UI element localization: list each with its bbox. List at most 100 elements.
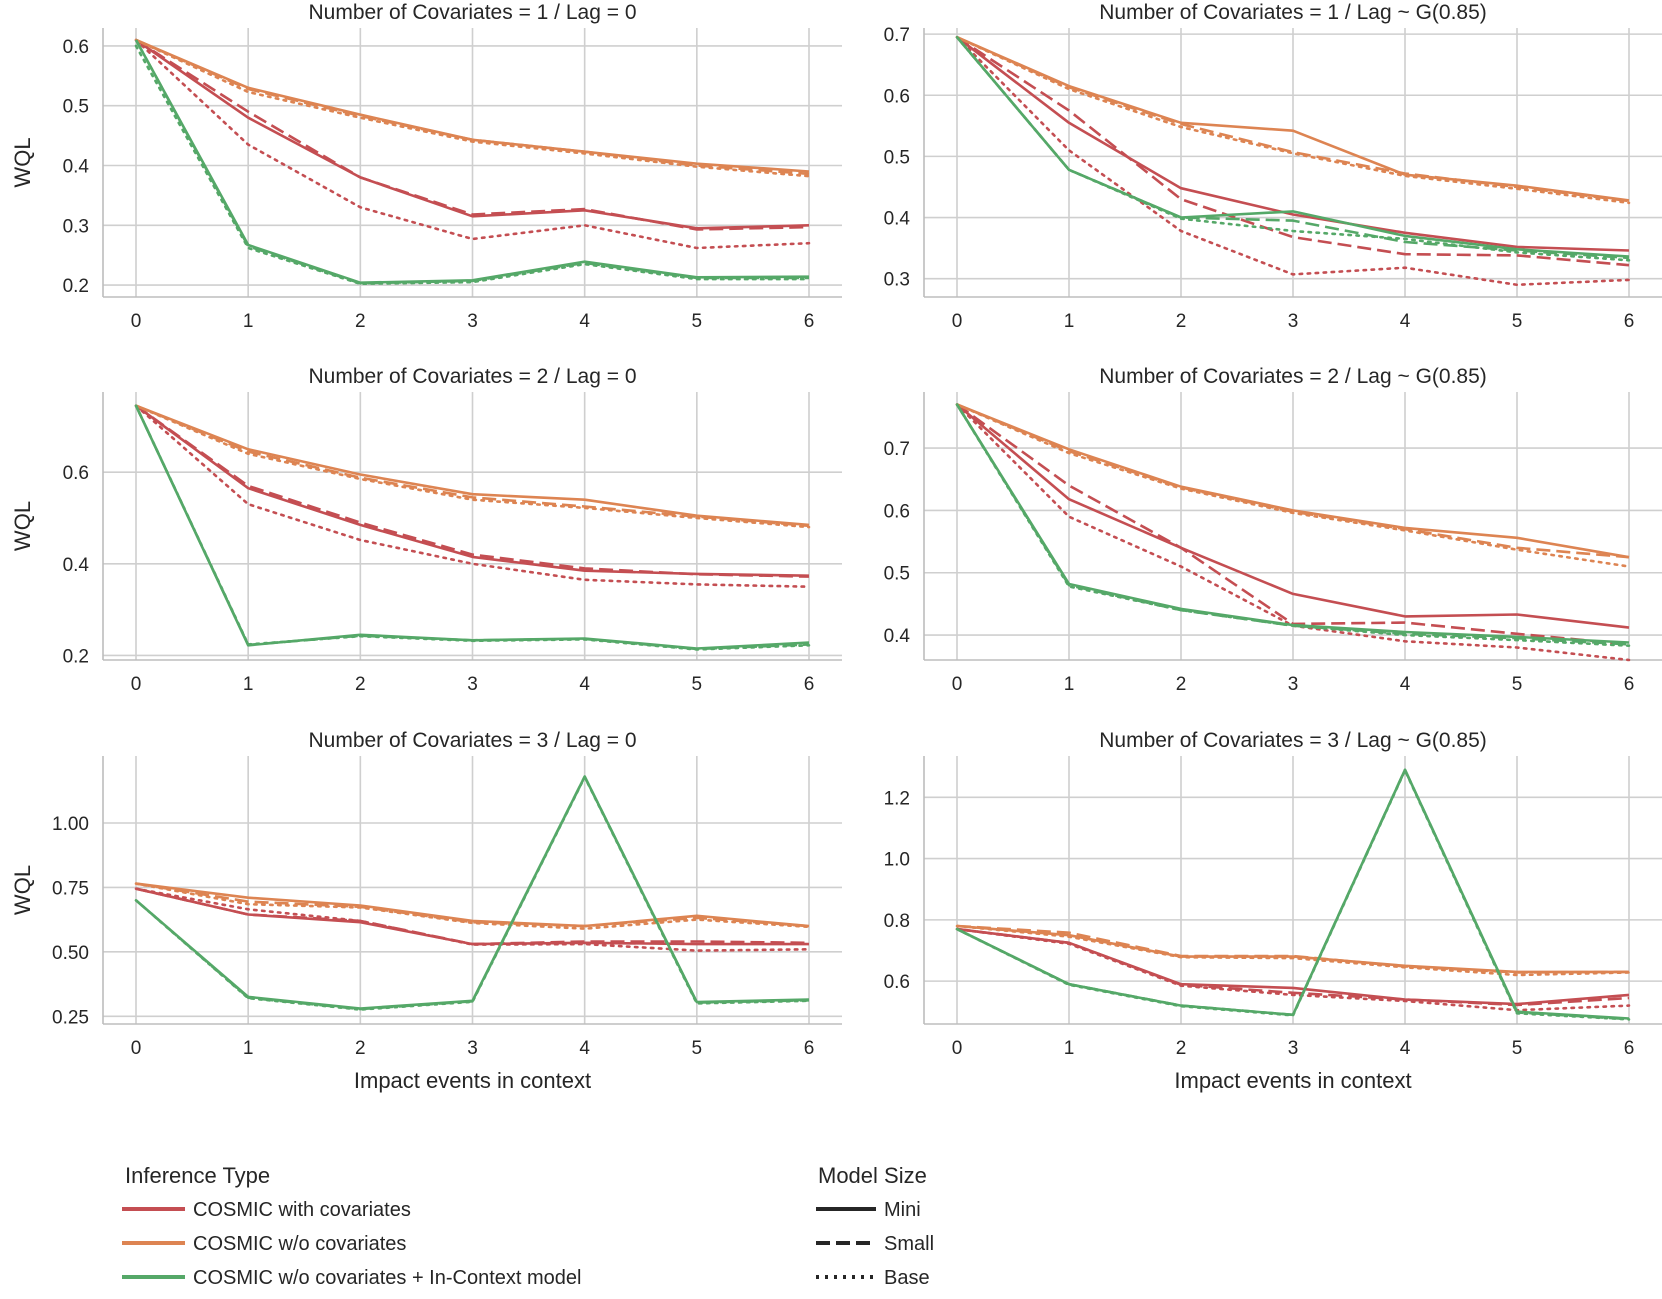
series-line-cosmic-w-o-covariates-in-context-model-base — [955, 769, 1631, 1021]
y-tick-label: 0.5 — [884, 564, 910, 585]
panel-title: Number of Covariates = 1 / Lag ~ G(0.85) — [1099, 1, 1487, 24]
panel-title: Number of Covariates = 3 / Lag ~ G(0.85) — [1099, 729, 1487, 752]
x-tick-label: 6 — [1624, 311, 1635, 332]
x-tick-label: 2 — [1176, 311, 1187, 332]
legend-title-inference-type: Inference Type — [125, 1163, 270, 1188]
x-tick-label: 2 — [1176, 1038, 1187, 1059]
series-line-cosmic-with-covariates-small — [135, 404, 810, 578]
series-line-cosmic-w-o-covariates-base — [955, 924, 1631, 977]
x-tick-label: 0 — [952, 1038, 963, 1059]
series-line-cosmic-w-o-covariates-in-context-model-base — [134, 404, 811, 651]
panel-1: Number of Covariates = 1 / Lag = 0 0 1 2 3 4 5… — [10, 1, 842, 332]
series-line-cosmic-with-covariates-mini — [956, 403, 1630, 629]
series-line-cosmic-w-o-covariates-small — [135, 404, 810, 528]
y-tick-label: 0.75 — [52, 878, 89, 899]
x-tick-label: 0 — [952, 674, 963, 695]
x-tick-label: 1 — [243, 674, 254, 695]
series-line-cosmic-w-o-covariates-in-context-model-base — [955, 35, 1631, 262]
x-tick-label: 3 — [467, 674, 478, 695]
series-line-cosmic-w-o-covariates-small — [956, 924, 1630, 974]
y-tick-label: 0.6 — [63, 37, 89, 58]
y-tick-label: 0.8 — [884, 911, 910, 932]
x-tick-label: 4 — [1400, 311, 1411, 332]
x-tick-label: 6 — [1624, 1038, 1635, 1059]
chart-legend: Inference Type COSMIC with covariates CO… — [122, 1163, 934, 1289]
legend-label-cosmic-with-covariates: COSMIC with covariates — [193, 1199, 411, 1221]
series-line-cosmic-with-covariates-base — [134, 38, 811, 250]
x-tick-label: 3 — [1288, 1038, 1299, 1059]
x-tick-label: 0 — [131, 1038, 142, 1059]
x-tick-label: 4 — [579, 311, 590, 332]
series-line-cosmic-w-o-covariates-in-context-model-small — [956, 36, 1630, 260]
series-line-cosmic-w-o-covariates-mini — [135, 404, 810, 527]
series-line-cosmic-with-covariates-base — [134, 887, 811, 952]
x-tick-label: 1 — [1064, 1038, 1075, 1059]
x-tick-label: 5 — [1512, 674, 1523, 695]
series-line-cosmic-with-covariates-mini — [956, 36, 1630, 252]
series-line-cosmic-w-o-covariates-mini — [135, 882, 810, 928]
series-line-cosmic-with-covariates-base — [134, 404, 811, 589]
legend-title-model-size: Model Size — [818, 1163, 927, 1188]
y-tick-label: 0.25 — [52, 1007, 89, 1028]
legend-label-base: Base — [884, 1267, 930, 1289]
y-tick-label: 0.6 — [884, 972, 910, 993]
series-line-cosmic-w-o-covariates-base — [134, 882, 811, 931]
y-tick-label: 0.4 — [884, 209, 911, 230]
x-tick-label: 0 — [952, 311, 963, 332]
legend-label-cosmic-in-context: COSMIC w/o covariates + In-Context model — [193, 1267, 581, 1289]
x-tick-label: 5 — [692, 311, 703, 332]
y-tick-label: 0.6 — [884, 86, 910, 107]
chart-panels: Number of Covariates = 1 / Lag = 0 0 1 2 3 4 5… — [10, 1, 1662, 1093]
series-line-cosmic-with-covariates-mini — [135, 404, 810, 577]
x-tick-label: 3 — [1288, 311, 1299, 332]
x-tick-label: 6 — [804, 1038, 815, 1059]
x-tick-label: 5 — [1512, 311, 1523, 332]
legend-label-mini: Mini — [884, 1199, 921, 1221]
y-tick-label: 0.6 — [63, 463, 89, 484]
series-line-cosmic-w-o-covariates-small — [135, 882, 810, 928]
x-tick-label: 1 — [243, 311, 254, 332]
series-line-cosmic-w-o-covariates-in-context-model-base — [955, 403, 1631, 648]
panel-3: Number of Covariates = 2 / Lag = 0 0 1 2 3 4 5… — [10, 365, 842, 695]
x-tick-label: 2 — [1176, 674, 1187, 695]
x-tick-label: 3 — [467, 311, 478, 332]
y-axis-label: WQL — [10, 865, 35, 915]
series-line-cosmic-w-o-covariates-in-context-model-base — [134, 44, 811, 286]
y-tick-label: 0.6 — [884, 501, 910, 522]
series-line-cosmic-w-o-covariates-small — [956, 36, 1630, 203]
panel-5: Number of Covariates = 3 / Lag = 0 0 1 2 3 4 5… — [10, 729, 842, 1093]
series-line-cosmic-w-o-covariates-base — [955, 35, 1631, 205]
panel-2: Number of Covariates = 1 / Lag ~ G(0.85)… — [884, 1, 1662, 332]
y-axis-label: WQL — [10, 137, 35, 187]
y-tick-label: 0.5 — [884, 147, 910, 168]
series-line-cosmic-with-covariates-small — [135, 887, 810, 946]
x-tick-label: 2 — [355, 1038, 366, 1059]
x-tick-label: 2 — [355, 311, 366, 332]
y-tick-label: 0.50 — [52, 943, 89, 964]
y-tick-label: 0.5 — [63, 97, 89, 118]
x-tick-label: 6 — [804, 311, 815, 332]
panel-title: Number of Covariates = 3 / Lag = 0 — [308, 729, 636, 752]
x-tick-label: 5 — [692, 674, 703, 695]
x-tick-label: 1 — [1064, 311, 1075, 332]
y-tick-label: 0.4 — [884, 626, 911, 647]
series-line-cosmic-with-covariates-small — [135, 38, 810, 231]
legend-label-small: Small — [884, 1233, 934, 1255]
y-tick-label: 0.7 — [884, 439, 910, 460]
series-line-cosmic-w-o-covariates-base — [134, 38, 811, 178]
x-tick-label: 4 — [1400, 1038, 1411, 1059]
y-tick-label: 0.4 — [63, 156, 90, 177]
x-tick-label: 0 — [131, 674, 142, 695]
x-tick-label: 1 — [243, 1038, 254, 1059]
x-tick-label: 4 — [579, 674, 590, 695]
legend-label-cosmic-without-covariates: COSMIC w/o covariates — [193, 1233, 406, 1255]
x-tick-label: 5 — [692, 1038, 703, 1059]
x-axis-label: Impact events in context — [354, 1068, 591, 1093]
panel-title: Number of Covariates = 2 / Lag ~ G(0.85) — [1099, 365, 1487, 388]
y-tick-label: 0.3 — [63, 216, 89, 237]
x-tick-label: 6 — [804, 674, 815, 695]
y-tick-label: 0.2 — [63, 646, 89, 667]
y-tick-label: 1.00 — [52, 814, 89, 835]
y-tick-label: 1.0 — [884, 850, 910, 871]
x-tick-label: 1 — [1064, 674, 1075, 695]
